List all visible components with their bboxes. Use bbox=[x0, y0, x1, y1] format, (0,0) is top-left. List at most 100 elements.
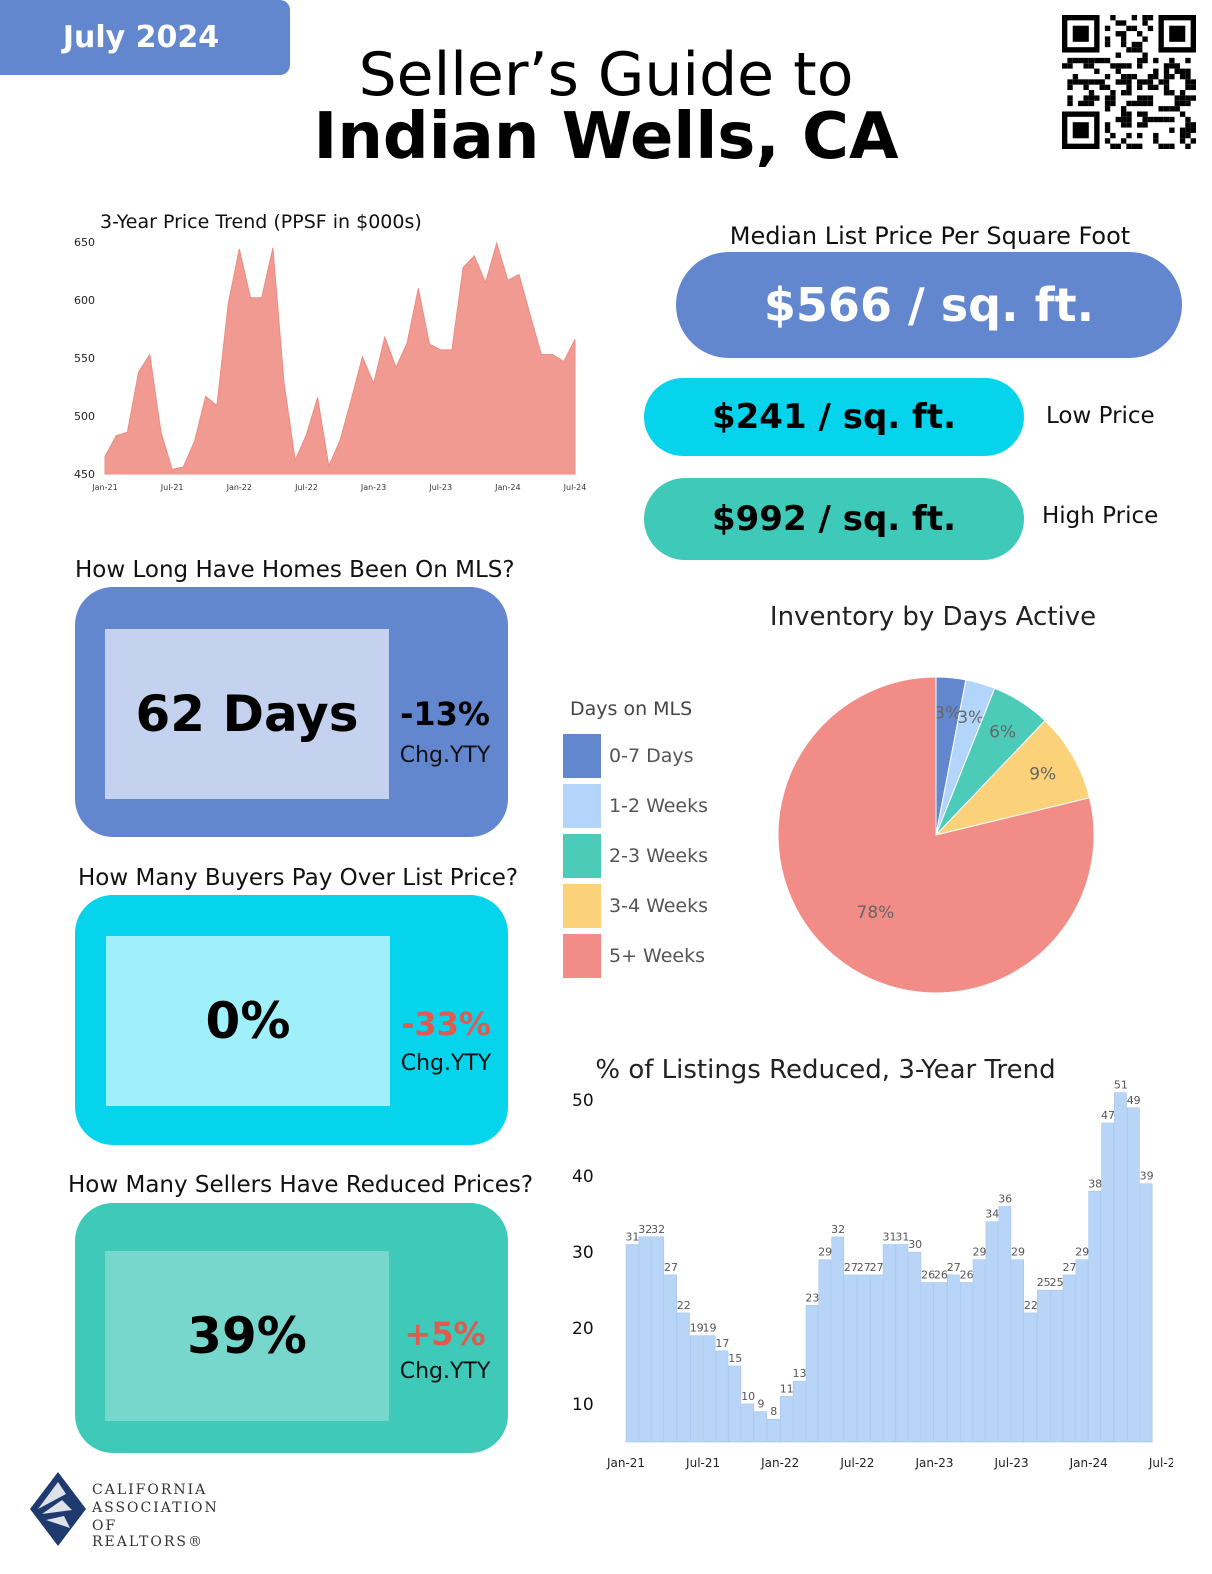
qr-module bbox=[1142, 36, 1148, 42]
qr-module bbox=[1120, 106, 1127, 112]
price-area-series bbox=[104, 241, 576, 475]
qr-module bbox=[1115, 68, 1121, 74]
qr-module bbox=[1179, 95, 1186, 101]
qr-module bbox=[1115, 63, 1121, 69]
qr-module bbox=[1147, 25, 1154, 32]
qr-module bbox=[1083, 95, 1089, 101]
qr-finder-center bbox=[1072, 25, 1089, 42]
days-on-mls-value: 62 Days bbox=[105, 629, 389, 799]
qr-module bbox=[1104, 100, 1111, 107]
qr-module bbox=[1099, 84, 1105, 91]
qr-module bbox=[1169, 116, 1175, 123]
reduced-bar-chart: 1020304050313232272219191715109811132329… bbox=[572, 1079, 1173, 1470]
bar bbox=[1139, 1183, 1153, 1443]
qr-module bbox=[1142, 52, 1148, 58]
qr-module bbox=[1115, 31, 1121, 37]
qr-module bbox=[1104, 41, 1111, 48]
qr-module bbox=[1115, 52, 1121, 58]
qr-module bbox=[1185, 95, 1191, 101]
qr-module bbox=[1137, 79, 1143, 85]
qr-module bbox=[1120, 31, 1127, 37]
price-x-tick: Jan-23 bbox=[360, 483, 386, 492]
bar-value-label: 10 bbox=[741, 1390, 755, 1403]
qr-module bbox=[1190, 138, 1196, 144]
bar-value-label: 22 bbox=[1024, 1299, 1038, 1312]
bar-value-label: 34 bbox=[985, 1208, 999, 1221]
qr-module bbox=[1120, 36, 1127, 42]
bar bbox=[792, 1380, 806, 1443]
qr-module bbox=[1088, 90, 1095, 96]
qr-module bbox=[1163, 90, 1170, 96]
qr-module bbox=[1190, 79, 1196, 85]
bar-y-tick: 30 bbox=[572, 1243, 594, 1263]
qr-module bbox=[1126, 111, 1132, 117]
qr-module bbox=[1104, 25, 1111, 32]
bar-y-tick: 40 bbox=[572, 1167, 594, 1187]
over-list-change-label: Chg.YTY bbox=[400, 1051, 492, 1076]
price-chart-title: 3-Year Price Trend (PPSF in $000s) bbox=[100, 211, 422, 233]
bar-y-tick: 20 bbox=[572, 1319, 594, 1339]
qr-module bbox=[1147, 84, 1154, 91]
qr-module bbox=[1190, 95, 1196, 101]
qr-module bbox=[1115, 143, 1121, 149]
qr-module bbox=[1126, 79, 1132, 85]
qr-module bbox=[1099, 57, 1105, 64]
qr-module bbox=[1067, 79, 1073, 85]
page-title-line1: Seller’s Guide to bbox=[358, 40, 854, 110]
bar-value-label: 27 bbox=[947, 1261, 961, 1274]
qr-module bbox=[1126, 100, 1132, 107]
pie-slice-label: 78% bbox=[857, 903, 895, 923]
qr-module bbox=[1185, 57, 1191, 64]
qr-module bbox=[1131, 47, 1138, 53]
pie-legend-item: 5+ Weeks bbox=[563, 934, 705, 978]
qr-module bbox=[1137, 143, 1143, 149]
pie-legend-item: 1-2 Weeks bbox=[563, 784, 708, 828]
price-x-tick: Jan-21 bbox=[91, 483, 117, 492]
qr-module bbox=[1104, 84, 1111, 91]
qr-code-icon[interactable] bbox=[1062, 15, 1196, 149]
bar bbox=[677, 1312, 690, 1443]
bar bbox=[972, 1259, 986, 1443]
qr-module bbox=[1104, 138, 1111, 144]
bar bbox=[1075, 1259, 1089, 1443]
qr-module bbox=[1088, 95, 1095, 101]
qr-module bbox=[1147, 100, 1154, 107]
qr-module bbox=[1163, 106, 1170, 112]
bar-value-label: 26 bbox=[934, 1269, 948, 1282]
legend-swatch bbox=[563, 834, 601, 878]
bar-value-label: 32 bbox=[651, 1223, 665, 1236]
bar-value-label: 26 bbox=[960, 1269, 974, 1282]
bar bbox=[1101, 1122, 1114, 1443]
median-price-label: Median List Price Per Square Foot bbox=[729, 222, 1131, 250]
qr-module bbox=[1110, 63, 1116, 69]
reduced-question: How Many Sellers Have Reduced Prices? bbox=[68, 1172, 534, 1198]
price-x-tick: Jul-21 bbox=[160, 483, 184, 492]
median-price-pill: $566 / sq. ft. bbox=[676, 252, 1182, 358]
qr-module bbox=[1120, 111, 1127, 117]
low-price-pill: $241 / sq. ft. bbox=[644, 378, 1024, 456]
qr-module bbox=[1137, 63, 1143, 69]
price-y-tick: 650 bbox=[74, 236, 95, 249]
pie-slice-label: 3% bbox=[934, 703, 961, 723]
pie-slice-label: 9% bbox=[1029, 764, 1056, 784]
qr-module bbox=[1179, 90, 1186, 96]
bar-value-label: 13 bbox=[793, 1367, 807, 1380]
bar bbox=[908, 1251, 922, 1443]
qr-module bbox=[1169, 143, 1175, 149]
qr-module bbox=[1179, 138, 1186, 144]
qr-module bbox=[1072, 57, 1079, 64]
bar-value-label: 47 bbox=[1101, 1109, 1115, 1122]
bar-value-label: 51 bbox=[1114, 1079, 1128, 1092]
bar-value-label: 29 bbox=[973, 1246, 987, 1259]
pie-legend-item: 0-7 Days bbox=[563, 734, 694, 778]
bar bbox=[844, 1274, 857, 1443]
qr-module bbox=[1163, 73, 1170, 80]
bar bbox=[728, 1365, 742, 1443]
qr-module bbox=[1126, 122, 1132, 128]
qr-module bbox=[1163, 84, 1170, 91]
qr-module bbox=[1120, 73, 1127, 80]
qr-module bbox=[1142, 20, 1148, 26]
qr-module bbox=[1137, 100, 1143, 107]
qr-module bbox=[1083, 79, 1089, 85]
bar bbox=[998, 1206, 1012, 1443]
